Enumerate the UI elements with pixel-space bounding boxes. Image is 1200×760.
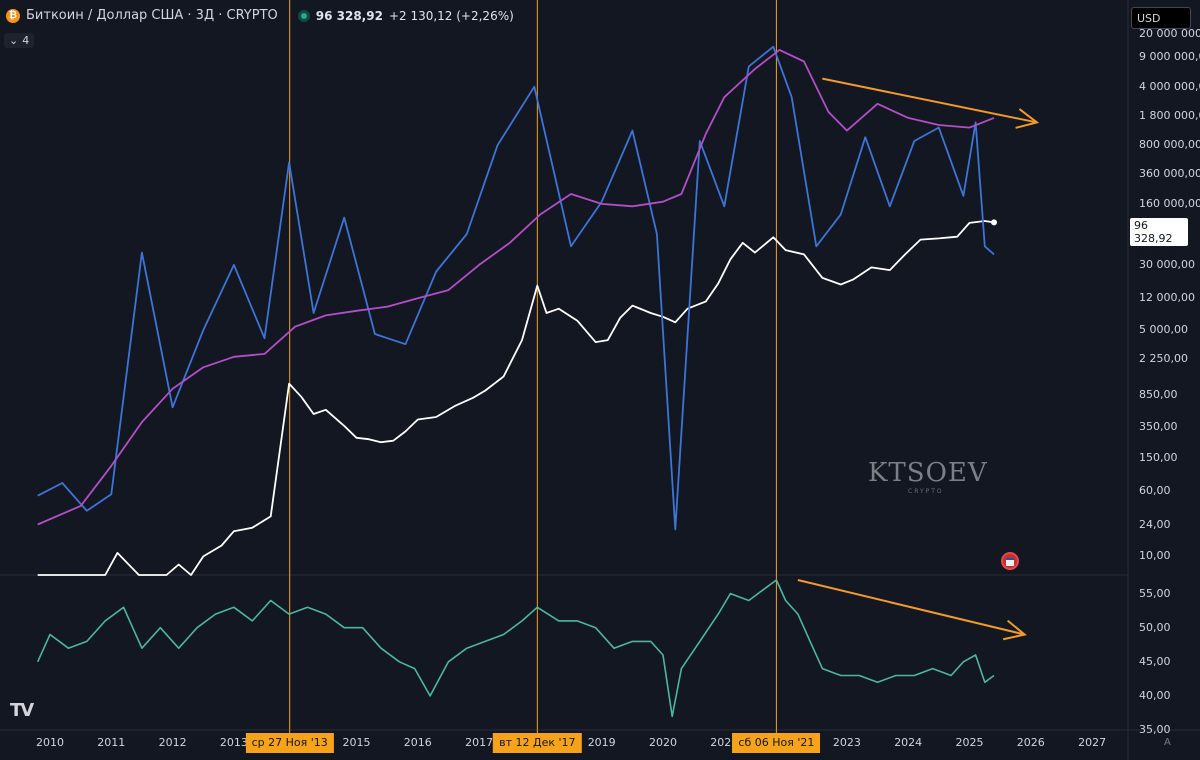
time-axis-label: 2024: [894, 736, 923, 749]
tradingview-logo[interactable]: TV: [10, 700, 34, 721]
oscillator-axis-label: 45,00: [1139, 654, 1171, 668]
price-axis-label: 360 000,00: [1139, 167, 1200, 181]
time-axis-label: 2021: [710, 736, 739, 749]
time-axis-label: 2016: [403, 736, 432, 749]
price-axis-label: 5 000,00: [1139, 323, 1188, 337]
time-axis-label: 2011: [97, 736, 126, 749]
chart-header: ₿ Биткоин / Доллар США · 3Д · CRYPTO 96 …: [6, 8, 514, 23]
indicator-toggle-button[interactable]: ⌄ 4: [4, 33, 35, 48]
cycle-date-label: сб 06 Ноя '21: [732, 733, 821, 753]
watermark-sub: CRYPTO: [908, 488, 944, 495]
price-axis-label: 20 000 000,00: [1139, 27, 1200, 40]
auto-scale-button[interactable]: A: [1164, 737, 1171, 748]
price-axis-label: 350,00: [1139, 419, 1178, 433]
current-price-label: 96 328,92 15:02:27: [1130, 218, 1188, 258]
last-price-dot: [991, 219, 998, 226]
price-line: [37, 220, 995, 576]
oscillator-line: [36, 579, 995, 718]
oscillator-axis-label: 40,00: [1139, 688, 1171, 702]
bar-timer: 15:02:27: [1134, 245, 1184, 258]
price-axis-label: 24,00: [1139, 517, 1171, 531]
current-price-value: 96 328,92: [1134, 219, 1173, 245]
time-axis-label: 2015: [342, 736, 371, 749]
market-status-icon: [297, 9, 310, 22]
time-axis-label: 2026: [1016, 736, 1045, 749]
upper-trend-arrow-head: [1015, 108, 1040, 129]
magenta-indicator-line: [37, 49, 995, 526]
time-axis-label: 2017: [465, 736, 494, 749]
cycle-date-label: вт 12 Дек '17: [493, 733, 582, 753]
price-axis-label: 9 000 000,00: [1139, 50, 1200, 64]
price-axis-label: 4 000 000,00: [1139, 79, 1200, 93]
time-axis-label: 2027: [1078, 736, 1107, 749]
lower-trend-arrow-head: [1002, 619, 1027, 641]
trend-arrows: [797, 77, 1040, 641]
oscillator-axis-label: 50,00: [1139, 620, 1171, 634]
symbol-title[interactable]: Биткоин / Доллар США · 3Д · CRYPTO: [26, 8, 278, 23]
price-axis-label: 850,00: [1139, 387, 1178, 401]
oscillator-series: [36, 579, 995, 718]
price-axis-label: 150,00: [1139, 450, 1178, 464]
us-flag-icon[interactable]: [1001, 552, 1019, 570]
indicator-count: 4: [22, 34, 30, 47]
cycle-lines: [289, 0, 777, 733]
price-axis-label: 160 000,00: [1139, 196, 1200, 210]
price-axis-label: 12 000,00: [1139, 291, 1195, 305]
time-axis-label: 2019: [587, 736, 616, 749]
price-axis-label: 2 250,00: [1139, 352, 1188, 366]
last-price: 96 328,92: [315, 8, 383, 23]
price-axis-label: 10,00: [1139, 549, 1171, 563]
time-axis-label: 2020: [649, 736, 677, 749]
lower-trend-arrow: [797, 579, 1025, 636]
cycle-date-label: ср 27 Ноя '13: [245, 733, 334, 753]
time-axis-label: 2013: [219, 736, 248, 749]
oscillator-axis-label: 35,00: [1139, 723, 1171, 736]
price-axis-label: 30 000,00: [1139, 257, 1195, 271]
upper-trend-arrow: [822, 77, 1038, 124]
price-axis-label: 1 800 000,00: [1139, 108, 1200, 122]
blue-indicator-line: [37, 45, 995, 531]
time-axis-label: 2025: [955, 736, 984, 749]
oscillator-axis-label: 55,00: [1139, 586, 1171, 600]
price-change: +2 130,12 (+2,26%): [388, 8, 514, 23]
time-axis-label: 2010: [36, 736, 64, 749]
price-series: [37, 45, 998, 576]
currency-select[interactable]: USD: [1131, 7, 1191, 29]
chevron-down-icon: ⌄: [9, 34, 19, 47]
price-axis-label: 60,00: [1139, 484, 1171, 498]
watermark-name: KTSOEV: [868, 458, 988, 488]
time-axis-label: 2012: [158, 736, 187, 749]
time-axis-label: 2023: [832, 736, 861, 749]
bitcoin-icon: ₿: [6, 8, 20, 23]
price-axis-label: 800 000,00: [1139, 138, 1200, 152]
